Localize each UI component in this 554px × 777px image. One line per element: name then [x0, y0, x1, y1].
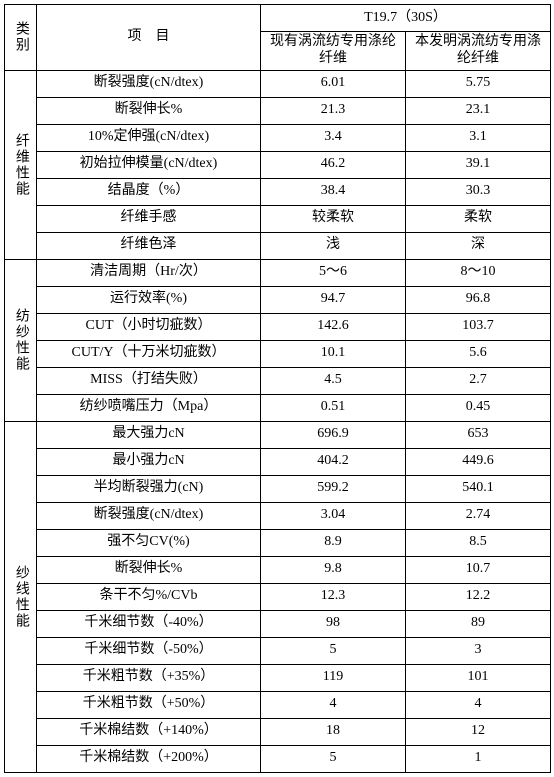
value-cell-2: 柔软	[406, 205, 551, 232]
value-cell-1: 5	[261, 745, 406, 772]
item-cell: 千米棉结数（+200%）	[37, 745, 261, 772]
value-cell-2: 4	[406, 691, 551, 718]
value-cell-2: 103.7	[406, 313, 551, 340]
value-cell-2: 深	[406, 232, 551, 259]
item-cell: 纤维色泽	[37, 232, 261, 259]
header-top: T19.7（30S）	[261, 5, 551, 32]
item-cell: 断裂强度(cN/dtex)	[37, 502, 261, 529]
header-item: 项 目	[37, 5, 261, 71]
value-cell-1: 404.2	[261, 448, 406, 475]
item-cell: 千米细节数（-50%）	[37, 637, 261, 664]
item-cell: 10%定伸强(cN/dtex)	[37, 124, 261, 151]
item-cell: CUT（小时切疵数）	[37, 313, 261, 340]
item-cell: MISS（打结失败）	[37, 367, 261, 394]
item-cell: 断裂强度(cN/dtex)	[37, 70, 261, 97]
value-cell-1: 98	[261, 610, 406, 637]
header-col1: 现有涡流纺专用涤纶纤维	[261, 32, 406, 71]
value-cell-2: 540.1	[406, 475, 551, 502]
value-cell-2: 12	[406, 718, 551, 745]
value-cell-1: 142.6	[261, 313, 406, 340]
value-cell-2: 8.5	[406, 529, 551, 556]
item-cell: 最小强力cN	[37, 448, 261, 475]
value-cell-1: 0.51	[261, 394, 406, 421]
value-cell-2: 8～10	[406, 259, 551, 286]
value-cell-1: 696.9	[261, 421, 406, 448]
item-cell: 千米细节数（-40%）	[37, 610, 261, 637]
value-cell-1: 12.3	[261, 583, 406, 610]
item-cell: 半均断裂强力(cN)	[37, 475, 261, 502]
value-cell-2: 89	[406, 610, 551, 637]
value-cell-1: 46.2	[261, 151, 406, 178]
item-cell: 条干不匀%/CVb	[37, 583, 261, 610]
value-cell-1: 38.4	[261, 178, 406, 205]
item-cell: 纺纱喷嘴压力（Mpa）	[37, 394, 261, 421]
item-cell: 千米粗节数（+35%）	[37, 664, 261, 691]
value-cell-2: 30.3	[406, 178, 551, 205]
value-cell-1: 94.7	[261, 286, 406, 313]
value-cell-2: 3.1	[406, 124, 551, 151]
value-cell-1: 较柔软	[261, 205, 406, 232]
item-cell: 最大强力cN	[37, 421, 261, 448]
item-cell: 结晶度（%）	[37, 178, 261, 205]
value-cell-1: 599.2	[261, 475, 406, 502]
value-cell-1: 6.01	[261, 70, 406, 97]
header-col2: 本发明涡流纺专用涤纶纤维	[406, 32, 551, 71]
value-cell-1: 5～6	[261, 259, 406, 286]
item-cell: 清洁周期（Hr/次）	[37, 259, 261, 286]
item-cell: 千米棉结数（+140%）	[37, 718, 261, 745]
item-cell: 断裂伸长%	[37, 556, 261, 583]
value-cell-2: 3	[406, 637, 551, 664]
value-cell-2: 5.75	[406, 70, 551, 97]
value-cell-2: 449.6	[406, 448, 551, 475]
value-cell-1: 4	[261, 691, 406, 718]
value-cell-2: 101	[406, 664, 551, 691]
value-cell-2: 39.1	[406, 151, 551, 178]
value-cell-1: 5	[261, 637, 406, 664]
spec-table: 类别项 目T19.7（30S）现有涡流纺专用涤纶纤维本发明涡流纺专用涤纶纤维纤维…	[4, 4, 551, 773]
item-cell: 纤维手感	[37, 205, 261, 232]
value-cell-2: 1	[406, 745, 551, 772]
value-cell-1: 10.1	[261, 340, 406, 367]
value-cell-2: 10.7	[406, 556, 551, 583]
value-cell-1: 21.3	[261, 97, 406, 124]
value-cell-2: 2.74	[406, 502, 551, 529]
value-cell-1: 3.04	[261, 502, 406, 529]
item-cell: 强不匀CV(%)	[37, 529, 261, 556]
value-cell-1: 9.8	[261, 556, 406, 583]
header-category: 类别	[5, 5, 37, 71]
item-cell: 断裂伸长%	[37, 97, 261, 124]
value-cell-2: 653	[406, 421, 551, 448]
category-cell: 纱线性能	[5, 421, 37, 772]
value-cell-1: 4.5	[261, 367, 406, 394]
category-cell: 纤维性能	[5, 70, 37, 259]
item-cell: 初始拉伸模量(cN/dtex)	[37, 151, 261, 178]
value-cell-1: 8.9	[261, 529, 406, 556]
value-cell-1: 119	[261, 664, 406, 691]
value-cell-1: 18	[261, 718, 406, 745]
item-cell: 千米粗节数（+50%）	[37, 691, 261, 718]
item-cell: CUT/Y（十万米切疵数）	[37, 340, 261, 367]
value-cell-2: 0.45	[406, 394, 551, 421]
category-cell: 纺纱性能	[5, 259, 37, 421]
value-cell-2: 23.1	[406, 97, 551, 124]
value-cell-2: 2.7	[406, 367, 551, 394]
value-cell-1: 3.4	[261, 124, 406, 151]
value-cell-2: 12.2	[406, 583, 551, 610]
value-cell-1: 浅	[261, 232, 406, 259]
value-cell-2: 96.8	[406, 286, 551, 313]
item-cell: 运行效率(%)	[37, 286, 261, 313]
value-cell-2: 5.6	[406, 340, 551, 367]
